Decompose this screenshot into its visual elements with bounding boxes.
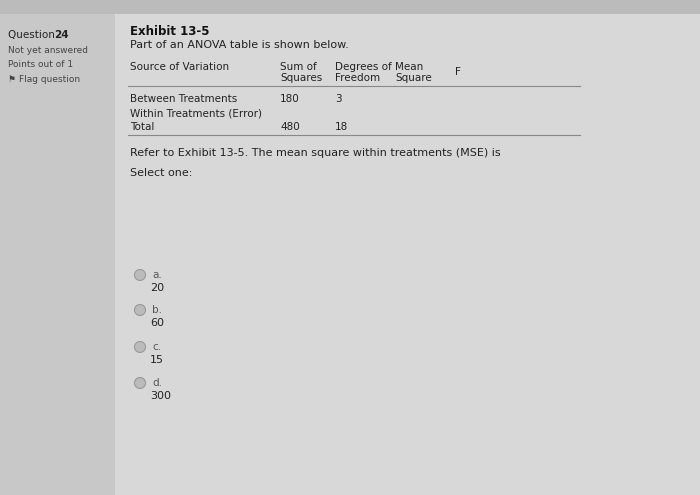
- Text: Squares: Squares: [280, 73, 322, 83]
- Text: Select one:: Select one:: [130, 168, 192, 178]
- Text: d.: d.: [152, 378, 162, 388]
- Text: Between Treatments: Between Treatments: [130, 94, 237, 104]
- Text: a.: a.: [152, 270, 162, 280]
- Text: 480: 480: [280, 122, 300, 132]
- Text: Square: Square: [395, 73, 432, 83]
- Text: Degrees of: Degrees of: [335, 62, 392, 72]
- Text: Question: Question: [8, 30, 58, 40]
- Text: Not yet answered: Not yet answered: [8, 46, 88, 55]
- Text: Source of Variation: Source of Variation: [130, 62, 229, 72]
- Text: 20: 20: [150, 283, 164, 293]
- Circle shape: [134, 304, 146, 315]
- Text: Within Treatments (Error): Within Treatments (Error): [130, 108, 262, 118]
- Text: F: F: [455, 67, 461, 77]
- Text: 24: 24: [54, 30, 69, 40]
- Text: Total: Total: [130, 122, 155, 132]
- Circle shape: [134, 269, 146, 281]
- Circle shape: [134, 342, 146, 352]
- Text: c.: c.: [152, 342, 161, 352]
- Text: Points out of 1: Points out of 1: [8, 60, 73, 69]
- FancyBboxPatch shape: [115, 14, 700, 495]
- Text: Part of an ANOVA table is shown below.: Part of an ANOVA table is shown below.: [130, 40, 349, 50]
- Text: 18: 18: [335, 122, 349, 132]
- Text: b.: b.: [152, 305, 162, 315]
- Text: ⚑ Flag question: ⚑ Flag question: [8, 75, 80, 84]
- Circle shape: [134, 378, 146, 389]
- Text: 300: 300: [150, 391, 171, 401]
- FancyBboxPatch shape: [0, 0, 700, 14]
- Text: Freedom: Freedom: [335, 73, 380, 83]
- Text: Mean: Mean: [395, 62, 424, 72]
- FancyBboxPatch shape: [0, 14, 115, 495]
- Text: 3: 3: [335, 94, 342, 104]
- Text: Refer to Exhibit 13-5. The mean square within treatments (MSE) is: Refer to Exhibit 13-5. The mean square w…: [130, 148, 500, 158]
- Text: 60: 60: [150, 318, 164, 328]
- Text: Exhibit 13-5: Exhibit 13-5: [130, 25, 209, 38]
- Text: 180: 180: [280, 94, 300, 104]
- Text: 15: 15: [150, 355, 164, 365]
- Text: Sum of: Sum of: [280, 62, 316, 72]
